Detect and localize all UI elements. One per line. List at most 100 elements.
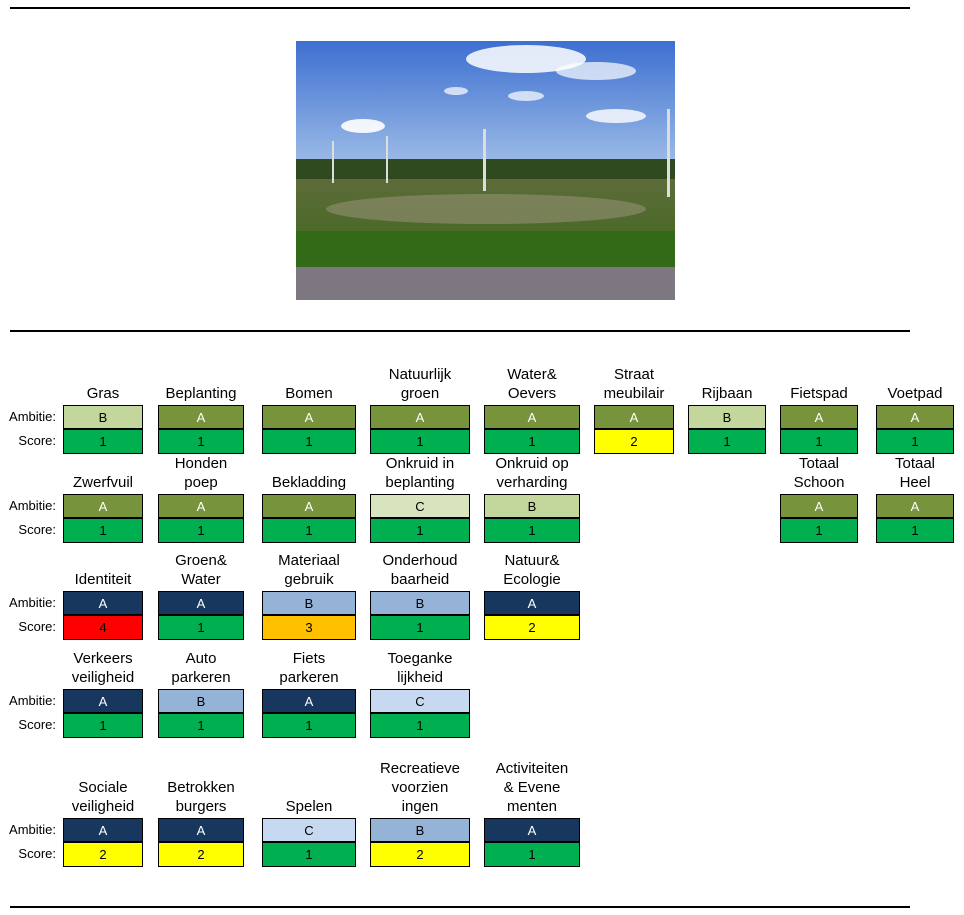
ambitie-cell: A bbox=[158, 405, 244, 429]
score-cell: 1 bbox=[876, 429, 954, 454]
ambitie-cell: A bbox=[484, 591, 580, 615]
category-header: Toeganke lijkheid bbox=[387, 650, 453, 686]
category-header: Auto parkeren bbox=[171, 650, 231, 686]
score-cell: 2 bbox=[594, 429, 674, 454]
score-cell: 2 bbox=[63, 842, 143, 867]
score-cell: 1 bbox=[63, 518, 143, 543]
ambitie-label: Ambitie: bbox=[9, 595, 56, 610]
ambitie-cell: B bbox=[688, 405, 766, 429]
category-header: Rijbaan bbox=[701, 385, 753, 402]
category-header: Bomen bbox=[285, 385, 333, 402]
score-cell: 1 bbox=[484, 429, 580, 454]
score-cell: 2 bbox=[484, 615, 580, 640]
category-header: Water& Oevers bbox=[507, 366, 557, 402]
top-rule bbox=[10, 7, 910, 9]
score-cell: 1 bbox=[262, 713, 356, 738]
score-label: Score: bbox=[18, 717, 56, 732]
ambitie-cell: A bbox=[63, 689, 143, 713]
category-header: Natuurlijk groen bbox=[388, 366, 452, 402]
category-header: Honden poep bbox=[174, 455, 228, 491]
ambitie-cell: A bbox=[158, 494, 244, 518]
score-cell: 2 bbox=[158, 842, 244, 867]
ambitie-label: Ambitie: bbox=[9, 409, 56, 424]
score-cell: 1 bbox=[262, 842, 356, 867]
ambitie-cell: A bbox=[63, 494, 143, 518]
category-header: Natuur& Ecologie bbox=[503, 552, 561, 588]
score-cell: 1 bbox=[370, 518, 470, 543]
ambitie-cell: A bbox=[780, 405, 858, 429]
score-cell: 1 bbox=[370, 429, 470, 454]
score-label: Score: bbox=[18, 433, 56, 448]
score-cell: 1 bbox=[370, 615, 470, 640]
ambitie-cell: B bbox=[370, 818, 470, 842]
category-header: Zwerfvuil bbox=[72, 474, 133, 491]
ambitie-cell: B bbox=[158, 689, 244, 713]
category-header: Betrokken burgers bbox=[167, 779, 235, 815]
category-header: Voetpad bbox=[887, 385, 943, 402]
category-header: Identiteit bbox=[74, 571, 132, 588]
category-header: Onkruid in beplanting bbox=[385, 455, 455, 491]
score-cell: 1 bbox=[688, 429, 766, 454]
ambitie-cell: A bbox=[262, 494, 356, 518]
category-header: Verkeers veiligheid bbox=[71, 650, 135, 686]
ambitie-cell: B bbox=[262, 591, 356, 615]
ambitie-cell: A bbox=[484, 405, 580, 429]
score-cell: 1 bbox=[262, 429, 356, 454]
category-header: Sociale veiligheid bbox=[71, 779, 135, 815]
ambitie-cell: A bbox=[63, 591, 143, 615]
ambitie-cell: A bbox=[876, 405, 954, 429]
category-header: Straat meubilair bbox=[603, 366, 665, 402]
category-header: Totaal Schoon bbox=[793, 455, 845, 491]
ambitie-cell: B bbox=[484, 494, 580, 518]
score-cell: 1 bbox=[158, 429, 244, 454]
category-header: Materiaal gebruik bbox=[278, 552, 340, 588]
ambitie-cell: C bbox=[370, 689, 470, 713]
category-header: Gras bbox=[86, 385, 120, 402]
category-header: Beplanting bbox=[165, 385, 237, 402]
landscape-photo bbox=[296, 41, 675, 300]
score-cell: 1 bbox=[262, 518, 356, 543]
category-header: Fietspad bbox=[790, 385, 848, 402]
score-cell: 1 bbox=[484, 842, 580, 867]
score-cell: 1 bbox=[158, 615, 244, 640]
score-cell: 1 bbox=[63, 713, 143, 738]
ambitie-cell: A bbox=[594, 405, 674, 429]
ambitie-cell: B bbox=[370, 591, 470, 615]
ambitie-label: Ambitie: bbox=[9, 693, 56, 708]
ambitie-cell: A bbox=[158, 818, 244, 842]
score-cell: 1 bbox=[158, 713, 244, 738]
ambitie-cell: A bbox=[370, 405, 470, 429]
score-cell: 4 bbox=[63, 615, 143, 640]
ambitie-cell: A bbox=[262, 689, 356, 713]
ambitie-cell: A bbox=[262, 405, 356, 429]
score-cell: 2 bbox=[370, 842, 470, 867]
category-header: Fiets parkeren bbox=[279, 650, 339, 686]
score-cell: 1 bbox=[63, 429, 143, 454]
ambitie-cell: B bbox=[63, 405, 143, 429]
score-cell: 1 bbox=[484, 518, 580, 543]
ambitie-label: Ambitie: bbox=[9, 822, 56, 837]
score-cell: 1 bbox=[370, 713, 470, 738]
ambitie-cell: A bbox=[484, 818, 580, 842]
category-header: Recreatieve voorzien ingen bbox=[379, 760, 461, 815]
category-header: Onkruid op verharding bbox=[495, 455, 569, 491]
ambitie-cell: A bbox=[780, 494, 858, 518]
ambitie-cell: A bbox=[876, 494, 954, 518]
ambitie-label: Ambitie: bbox=[9, 498, 56, 513]
ambitie-cell: A bbox=[158, 591, 244, 615]
ambitie-cell: C bbox=[370, 494, 470, 518]
score-label: Score: bbox=[18, 619, 56, 634]
score-cell: 3 bbox=[262, 615, 356, 640]
ambitie-cell: C bbox=[262, 818, 356, 842]
category-header: Spelen bbox=[285, 798, 333, 815]
score-label: Score: bbox=[18, 846, 56, 861]
category-header: Totaal Heel bbox=[894, 455, 936, 491]
middle-rule bbox=[10, 330, 910, 332]
category-header: Onderhoud baarheid bbox=[382, 552, 458, 588]
score-cell: 1 bbox=[158, 518, 244, 543]
score-cell: 1 bbox=[876, 518, 954, 543]
category-header: Bekladding bbox=[271, 474, 347, 491]
score-cell: 1 bbox=[780, 518, 858, 543]
score-cell: 1 bbox=[780, 429, 858, 454]
score-label: Score: bbox=[18, 522, 56, 537]
